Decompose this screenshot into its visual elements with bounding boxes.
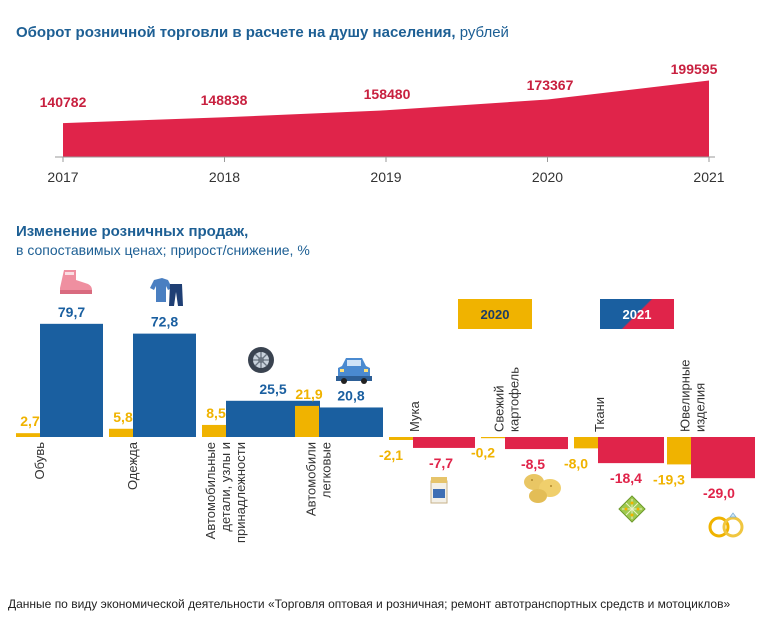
wheel-icon xyxy=(248,347,274,373)
data-label-2021: 25,5 xyxy=(259,381,286,397)
flour-icon xyxy=(430,477,448,504)
data-label: 199595 xyxy=(671,61,718,77)
category-label: картофель xyxy=(507,367,522,432)
shoe-icon xyxy=(60,270,92,294)
data-label-2021: -8,5 xyxy=(521,456,545,472)
data-label-2020: 21,9 xyxy=(295,386,322,402)
legend-2021: 2021 xyxy=(600,299,674,329)
data-label: 158480 xyxy=(364,86,411,102)
footnote: Данные по виду экономической деятельност… xyxy=(8,597,731,611)
bar-2020 xyxy=(202,424,226,437)
bar-2020 xyxy=(16,433,40,437)
category-label: легковые xyxy=(319,442,334,498)
data-label-2021: -29,0 xyxy=(703,485,735,501)
rings-icon xyxy=(708,512,744,538)
legend-2020: 2020 xyxy=(458,299,532,329)
data-label-2020: -19,3 xyxy=(653,471,685,487)
category-label: изделия xyxy=(693,383,708,432)
data-label-2020: 2,7 xyxy=(20,413,40,429)
x-tick-label: 2018 xyxy=(209,169,240,185)
x-tick-label: 2019 xyxy=(370,169,401,185)
data-label-2020: 8,5 xyxy=(206,405,226,421)
bar-2020 xyxy=(109,428,133,437)
bar-2020 xyxy=(481,437,505,439)
car-icon xyxy=(336,358,372,384)
data-label-2021: 72,8 xyxy=(151,314,178,330)
clothes-icon xyxy=(150,278,183,306)
data-label-2021: 20,8 xyxy=(337,387,364,403)
bar-2020 xyxy=(295,405,319,437)
category-label: принадлежности xyxy=(233,442,248,543)
bar-chart-title: Изменение розничных продаж, в сопоставим… xyxy=(16,223,310,258)
bar-2021 xyxy=(319,407,383,437)
data-label-2020: -8,0 xyxy=(564,455,588,471)
bar-2020 xyxy=(389,437,413,440)
category-label: Автомобили xyxy=(304,442,319,516)
category-label: Ткани xyxy=(592,397,607,432)
category-label: Одежда xyxy=(125,441,140,490)
x-tick-label: 2020 xyxy=(532,169,563,185)
category-label: Автомобильные xyxy=(203,442,218,539)
bar-2021 xyxy=(598,437,664,464)
bar-2021 xyxy=(413,437,475,448)
x-tick-label: 2017 xyxy=(47,169,78,185)
bar-2021 xyxy=(691,437,755,479)
data-label-2020: -0,2 xyxy=(471,444,495,460)
category-label: Ювелирные xyxy=(678,359,693,432)
data-label: 173367 xyxy=(527,77,574,93)
data-label-2021: 79,7 xyxy=(58,304,85,320)
bar-2021 xyxy=(40,323,103,437)
data-label-2020: 5,8 xyxy=(113,409,133,425)
bar-2021 xyxy=(505,437,568,450)
data-label: 140782 xyxy=(40,94,87,110)
category-label: детали, узлы и xyxy=(218,442,233,532)
data-label: 148838 xyxy=(201,92,248,108)
bar-2020 xyxy=(667,437,691,465)
category-label: Мука xyxy=(407,401,422,432)
potato-icon xyxy=(524,474,561,503)
data-label-2021: -18,4 xyxy=(610,470,642,486)
bar-2021 xyxy=(133,333,196,437)
x-tick-label: 2021 xyxy=(693,169,724,185)
category-label: Свежий xyxy=(492,386,507,432)
fabric-icon xyxy=(618,495,646,523)
area-series xyxy=(63,80,709,157)
area-chart-title: Оборот розничной торговли в расчете на д… xyxy=(16,24,509,41)
data-label-2021: -7,7 xyxy=(429,455,453,471)
data-label-2020: -2,1 xyxy=(379,447,403,463)
category-label: Обувь xyxy=(32,442,47,480)
bar-2020 xyxy=(574,437,598,449)
